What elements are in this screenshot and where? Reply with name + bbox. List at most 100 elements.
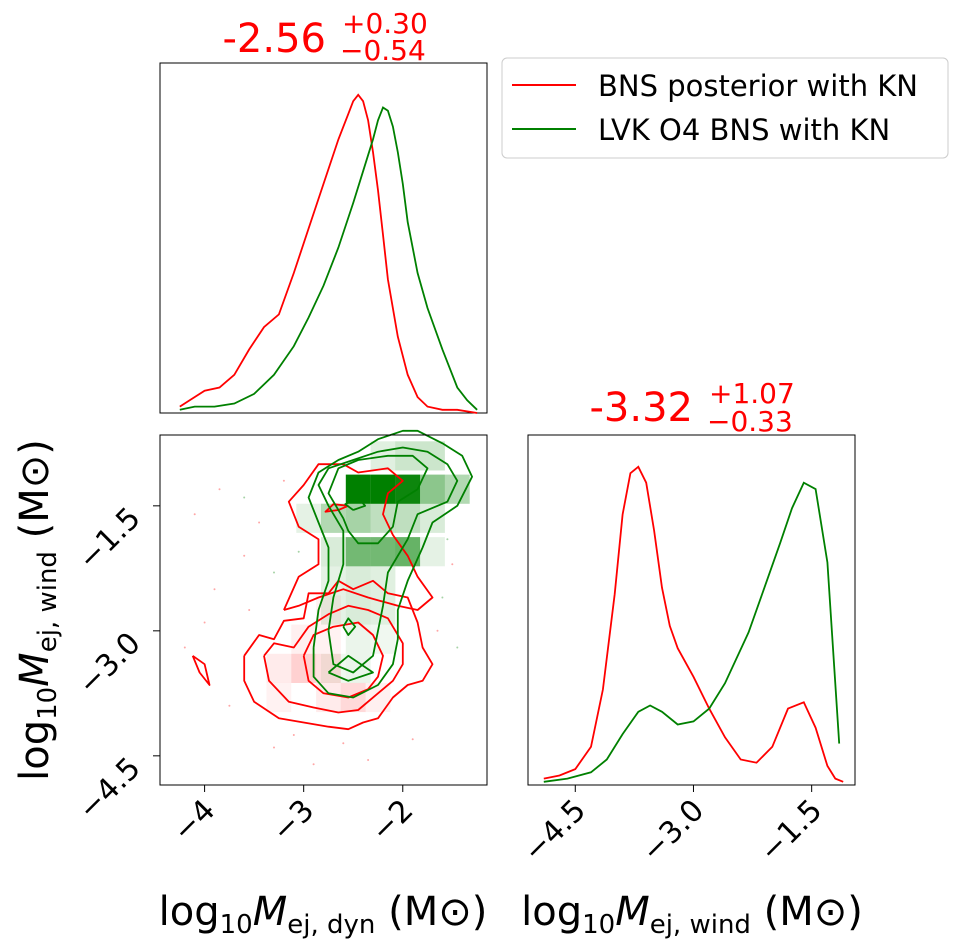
scatter-point-2 bbox=[243, 554, 246, 557]
scatter-point-9 bbox=[411, 738, 414, 741]
joint-ytick-label-0: −1.5 bbox=[71, 501, 147, 577]
joint-y-ticks: −1.5 −3.0 −4.5 bbox=[71, 501, 160, 827]
dyn-stat-minus-error: −0.54 bbox=[340, 34, 426, 67]
y-axis-label-wind-unit: (M⊙) bbox=[12, 439, 58, 551]
dyn-stat-median: -2.56 bbox=[223, 16, 327, 62]
joint-scatter-points bbox=[183, 479, 459, 766]
wind-xtick-label-1: −3.0 bbox=[635, 793, 711, 869]
contour-10 bbox=[317, 446, 459, 674]
dyn-marginal-frame bbox=[159, 62, 488, 414]
wind-stat-plus-error: +1.07 bbox=[709, 377, 795, 410]
hist-bin-17 bbox=[321, 537, 346, 567]
x-axis-label-wind: log10Mej, wind (M⊙) bbox=[521, 889, 863, 940]
scatter-point-11 bbox=[282, 479, 285, 482]
scatter-point-22 bbox=[441, 596, 444, 599]
legend-label-lvk: LVK O4 BNS with KN bbox=[598, 113, 890, 147]
x-axis-label-wind-unit: (M⊙) bbox=[751, 889, 863, 935]
hist-bin-3 bbox=[420, 474, 445, 504]
x-axis-label-dyn-var: M bbox=[253, 889, 288, 935]
scatter-point-16 bbox=[342, 742, 345, 745]
hist-bin-33 bbox=[316, 682, 341, 713]
scatter-point-7 bbox=[312, 763, 315, 766]
dyn-stat-plus-error: +0.30 bbox=[342, 7, 428, 40]
legend-label-posterior: BNS posterior with KN bbox=[598, 69, 918, 103]
scatter-point-18 bbox=[446, 538, 449, 541]
wind-marginal-frame bbox=[527, 434, 856, 786]
scatter-point-5 bbox=[228, 704, 231, 707]
scatter-point-6 bbox=[273, 746, 275, 749]
wind-xtick-label-2: −1.5 bbox=[753, 793, 829, 869]
joint-xtick-label-1: −3 bbox=[265, 793, 321, 849]
x-axis-label-wind-base: log bbox=[521, 889, 582, 935]
legend-box bbox=[501, 57, 949, 159]
joint-ytick-label-1: −3.0 bbox=[71, 626, 147, 702]
joint-histogram bbox=[266, 441, 470, 713]
contour-6 bbox=[344, 496, 367, 511]
wind-xtick-label-0: −4.5 bbox=[517, 793, 593, 869]
hist-bin-38 bbox=[266, 682, 292, 713]
wind-stat-median: -3.32 bbox=[590, 385, 694, 431]
scatter-point-21 bbox=[243, 496, 246, 499]
x-axis-label-wind-sub: 10 bbox=[582, 910, 615, 940]
dyn-marginal-series-lvk bbox=[179, 106, 478, 411]
hist-bin-14 bbox=[345, 537, 371, 567]
hist-bin-0 bbox=[345, 474, 371, 504]
contour-4 bbox=[302, 621, 384, 699]
joint-x-ticks: −4 −3 −2 bbox=[166, 785, 420, 849]
scatter-point-20 bbox=[456, 646, 459, 649]
hist-bin-30 bbox=[316, 653, 341, 683]
wind-stat-minus-error: −0.33 bbox=[707, 405, 793, 438]
scatter-point-17 bbox=[292, 734, 295, 736]
dyn-marginal-series-posterior bbox=[179, 93, 478, 414]
scatter-point-13 bbox=[451, 563, 454, 566]
scatter-point-10 bbox=[258, 521, 261, 524]
x-axis-label-wind-var: M bbox=[615, 889, 650, 935]
hist-bin-18 bbox=[420, 537, 445, 567]
joint-ytick-label-2: −4.5 bbox=[71, 751, 147, 827]
wind-marginal-panel: −4.5 −3.0 −1.5 -3.32 +1.07 −0.33 bbox=[517, 377, 856, 869]
scatter-point-23 bbox=[297, 550, 300, 553]
scatter-point-0 bbox=[193, 513, 196, 516]
x-axis-label-wind-varsub: ej, wind bbox=[650, 910, 751, 940]
x-axis-label-dyn-unit: (M⊙) bbox=[375, 889, 487, 935]
joint-frame bbox=[159, 434, 488, 786]
y-axis-label-wind-base: log bbox=[12, 720, 58, 781]
hist-bin-15 bbox=[370, 537, 396, 567]
contour-7 bbox=[342, 617, 357, 636]
hist-bin-1 bbox=[370, 474, 396, 504]
x-axis-label-dyn: log10Mej, dyn (M⊙) bbox=[159, 889, 488, 940]
contour-11 bbox=[327, 454, 429, 545]
wind-x-ticks: −4.5 −3.0 −1.5 bbox=[517, 785, 829, 869]
joint-xtick-label-0: −4 bbox=[166, 793, 222, 849]
scatter-point-15 bbox=[248, 609, 251, 611]
hist-bin-31 bbox=[266, 653, 292, 683]
contour-1 bbox=[191, 655, 211, 686]
joint-contours bbox=[191, 429, 474, 731]
legend: BNS posterior with KN LVK O4 BNS with KN bbox=[501, 57, 949, 159]
x-axis-label-dyn-varsub: ej, dyn bbox=[287, 910, 375, 940]
contour-0 bbox=[324, 503, 349, 513]
wind-marginal-series-posterior bbox=[543, 465, 844, 783]
x-axis-label-dyn-sub: 10 bbox=[220, 910, 253, 940]
scatter-point-19 bbox=[273, 571, 275, 574]
joint-xtick-label-2: −2 bbox=[364, 793, 420, 849]
joint-panel: −4 −3 −2 −1.5 −3.0 −4.5 bbox=[71, 429, 488, 849]
wind-marginal-series-lvk bbox=[543, 481, 841, 783]
scatter-point-1 bbox=[218, 488, 221, 491]
scatter-point-4 bbox=[183, 646, 186, 649]
x-axis-label-dyn-base: log bbox=[159, 889, 220, 935]
scatter-point-8 bbox=[367, 759, 370, 761]
y-axis-label-wind-var: M bbox=[12, 652, 58, 687]
y-axis-label-wind-varsub: ej, wind bbox=[33, 551, 63, 652]
contour-8 bbox=[327, 654, 374, 682]
dyn-marginal-panel: -2.56 +0.30 −0.54 bbox=[159, 7, 488, 414]
scatter-point-14 bbox=[203, 621, 206, 624]
scatter-point-12 bbox=[436, 629, 439, 632]
contour-2 bbox=[243, 579, 434, 731]
scatter-point-3 bbox=[213, 588, 216, 591]
contour-9 bbox=[307, 429, 474, 699]
contour-5 bbox=[283, 463, 434, 611]
y-axis-label-wind: log10Mej, wind (M⊙) bbox=[12, 439, 63, 781]
contour-3 bbox=[263, 604, 404, 714]
